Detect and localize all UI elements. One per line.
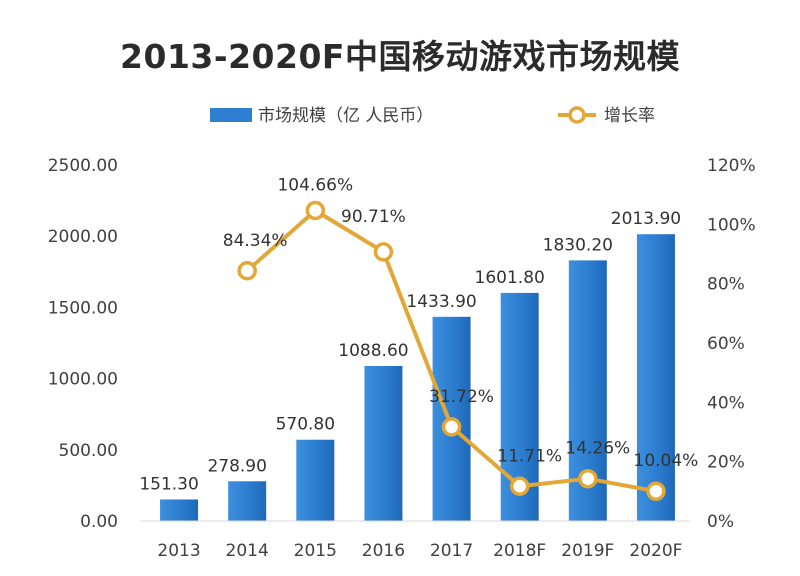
- growth-rate-data-label: 90.71%: [341, 207, 406, 227]
- x-tick-label: 2020F: [629, 541, 682, 561]
- growth-rate-data-label: 14.26%: [565, 439, 630, 459]
- bar-data-label: 1830.20: [543, 235, 613, 255]
- growth-rate-point: [646, 481, 666, 501]
- bar-data-label: 1601.80: [475, 268, 545, 288]
- growth-rate-data-label: 104.66%: [277, 176, 353, 196]
- growth-rate-data-label: 11.71%: [497, 446, 562, 466]
- bar: [228, 481, 267, 521]
- y-right-tick-label: 80%: [707, 275, 745, 295]
- y-left-tick-label: 1000.00: [48, 370, 118, 390]
- growth-rate-point: [373, 242, 394, 262]
- y-right-tick-label: 0%: [707, 512, 734, 532]
- growth-rate-point: [578, 468, 598, 489]
- y-left-tick-label: 1500.00: [48, 298, 118, 318]
- bar-data-label: 2013.90: [611, 209, 681, 229]
- growth-rate-point: [441, 417, 462, 437]
- growth-rate-point: [237, 261, 257, 281]
- x-tick-label: 2013: [157, 541, 200, 561]
- x-tick-label: 2018F: [493, 541, 546, 561]
- legend-line-marker: [568, 106, 586, 124]
- y-right-tick-label: 100%: [707, 215, 756, 235]
- growth-rate-point: [509, 476, 530, 497]
- y-left-tick-label: 500.00: [59, 441, 118, 461]
- y-left-tick-label: 2000.00: [48, 227, 118, 247]
- legend-line-label: 增长率: [604, 106, 655, 126]
- growth-rate-point: [305, 200, 326, 221]
- bar: [636, 234, 675, 521]
- bar-data-label: 151.30: [139, 474, 198, 494]
- y-right-tick-label: 40%: [707, 393, 745, 413]
- bar: [364, 365, 403, 521]
- bar-data-label: 1433.90: [406, 292, 476, 312]
- bar-data-label: 1088.60: [338, 341, 408, 361]
- growth-rate-data-label: 10.04%: [634, 451, 699, 471]
- x-tick-label: 2016: [362, 541, 405, 561]
- chart-title: 2013-2020F中国移动游戏市场规模: [120, 37, 680, 76]
- growth-rate-data-label: 31.72%: [429, 387, 494, 407]
- y-right-tick-label: 120%: [707, 156, 756, 176]
- x-tick-label: 2019F: [561, 541, 614, 561]
- y-right-tick-label: 20%: [707, 453, 745, 473]
- legend-bar-label: 市场规模（亿 人民币）: [258, 106, 433, 126]
- bar: [296, 439, 335, 521]
- y-right-tick-label: 60%: [707, 334, 745, 354]
- x-tick-label: 2015: [294, 541, 337, 561]
- y-left-tick-label: 2500.00: [48, 156, 118, 176]
- y-left-tick-label: 0.00: [80, 512, 118, 532]
- bar-data-label: 570.80: [276, 415, 335, 435]
- x-tick-label: 2017: [430, 541, 473, 561]
- bar-data-label: 278.90: [207, 456, 266, 476]
- growth-rate-data-label: 84.34%: [223, 231, 288, 251]
- legend-bar-swatch: [210, 108, 252, 122]
- x-tick-label: 2014: [226, 541, 269, 561]
- bar: [160, 499, 199, 521]
